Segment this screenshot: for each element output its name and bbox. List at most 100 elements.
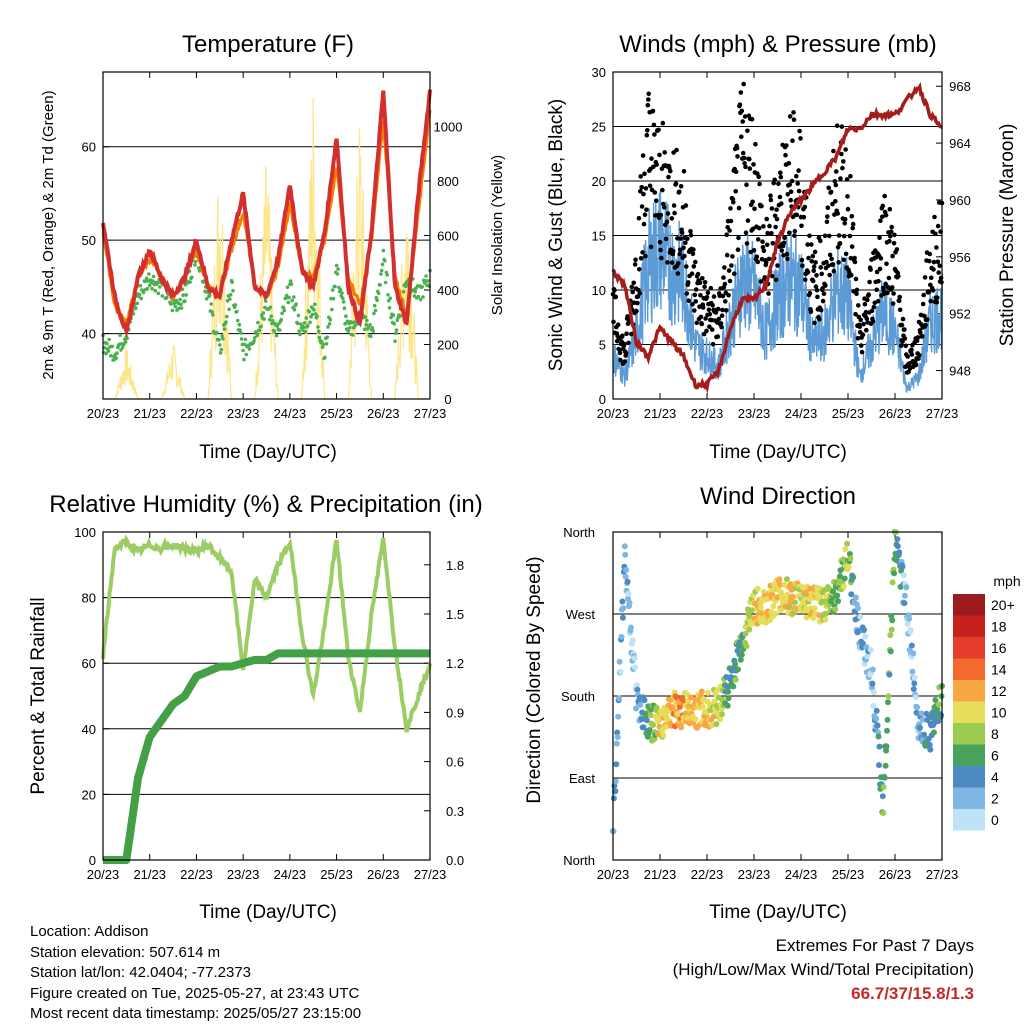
gust-point <box>809 242 814 247</box>
direction-point <box>738 651 745 658</box>
direction-point <box>637 702 644 708</box>
direction-point <box>855 628 862 635</box>
dewpoint-point <box>364 323 369 327</box>
plot-frame <box>102 531 431 861</box>
direction-point <box>846 551 853 557</box>
gust-point <box>662 150 667 155</box>
gust-point <box>724 252 730 258</box>
gust-point <box>755 259 761 265</box>
chart-title: Relative Humidity (%) & Precipitation (i… <box>49 491 482 518</box>
gust-point <box>700 276 705 281</box>
direction-point <box>646 727 653 733</box>
gust-point <box>813 260 818 265</box>
gust-point <box>646 97 651 102</box>
direction-point <box>894 543 901 550</box>
gust-point <box>690 302 695 307</box>
legend-title: mph <box>993 573 1020 589</box>
x-tick-label: 21/23 <box>644 406 677 421</box>
x-tick-label: 20/23 <box>87 867 120 882</box>
direction-point <box>777 607 784 614</box>
gust-point <box>654 162 659 167</box>
dewpoint-point <box>244 352 249 357</box>
gust-point <box>894 247 900 252</box>
x-tick-label: 21/23 <box>133 867 166 882</box>
gust-point <box>722 265 727 270</box>
dewpoint-point <box>369 334 373 339</box>
gust-point <box>935 259 941 265</box>
direction-point <box>704 690 711 696</box>
gust-point <box>896 274 901 279</box>
direction-point <box>845 563 852 570</box>
dewpoint-point <box>327 322 332 326</box>
gust-point <box>640 153 646 158</box>
gust-point <box>683 240 688 246</box>
gust-point <box>663 236 669 242</box>
gust-point <box>701 331 707 337</box>
dewpoint-point <box>424 274 428 278</box>
direction-point <box>854 605 861 612</box>
gust-point <box>660 187 665 193</box>
dewpoint-point <box>209 302 213 306</box>
panel-4: Wind Direction Time (Day/UTC) Direction (C… <box>524 483 1021 923</box>
legend-swatch <box>953 723 985 745</box>
dewpoint-point <box>141 290 146 295</box>
dewpoint-point <box>144 276 149 281</box>
dewpoint-point <box>284 296 288 301</box>
direction-point <box>699 703 706 710</box>
gust-point <box>834 169 839 174</box>
dewpoint-point <box>118 333 122 338</box>
gust-point <box>761 248 767 254</box>
gust-point <box>868 267 873 272</box>
direction-point <box>853 594 859 601</box>
direction-point <box>634 686 641 693</box>
gust-point <box>826 233 832 239</box>
gust-point <box>837 241 843 246</box>
gust-point <box>769 206 775 211</box>
gust-point <box>853 311 858 317</box>
gust-point <box>697 304 702 310</box>
dewpoint-point <box>391 313 396 318</box>
direction-point <box>684 714 691 721</box>
direction-point <box>870 689 877 696</box>
legend-swatch <box>953 658 985 680</box>
gust-point <box>684 264 689 269</box>
gust-point <box>849 214 855 219</box>
x-tick-label: 23/23 <box>738 867 771 882</box>
gust-point <box>740 119 745 124</box>
gust-point <box>744 182 749 187</box>
gust-point <box>886 275 892 281</box>
gust-point <box>889 224 894 230</box>
legend-label: 12 <box>991 683 1007 699</box>
direction-point <box>757 604 764 611</box>
dewpoint-point <box>274 333 279 338</box>
gust-point <box>838 176 843 181</box>
gust-point <box>718 321 724 326</box>
gust-point <box>633 257 638 263</box>
gust-point <box>891 240 897 246</box>
direction-point <box>921 731 928 738</box>
dewpoint-point <box>275 324 280 329</box>
y-axis-label: Percent & Total Rainfall <box>28 597 49 794</box>
gust-point <box>626 340 631 346</box>
gust-point <box>728 206 733 211</box>
gust-point <box>810 253 816 259</box>
gust-point <box>637 267 642 272</box>
dewpoint-point <box>378 283 383 287</box>
gust-point <box>865 297 870 303</box>
gust-point <box>887 206 893 212</box>
dewpoint-point <box>218 351 223 355</box>
gust-point <box>806 255 811 261</box>
gust-point <box>768 197 774 203</box>
gust-point <box>903 343 909 349</box>
gust-point <box>773 224 778 230</box>
gust-point <box>635 300 640 306</box>
y2-tick-label: 800 <box>437 174 459 189</box>
dewpoint-point <box>346 329 351 333</box>
gust-point <box>927 258 932 264</box>
gust-point <box>767 223 772 229</box>
gust-point <box>805 242 810 247</box>
gust-point <box>844 177 850 182</box>
dewpoint-point <box>190 275 194 280</box>
gust-point <box>636 215 642 221</box>
dewpoint-point <box>242 342 247 347</box>
